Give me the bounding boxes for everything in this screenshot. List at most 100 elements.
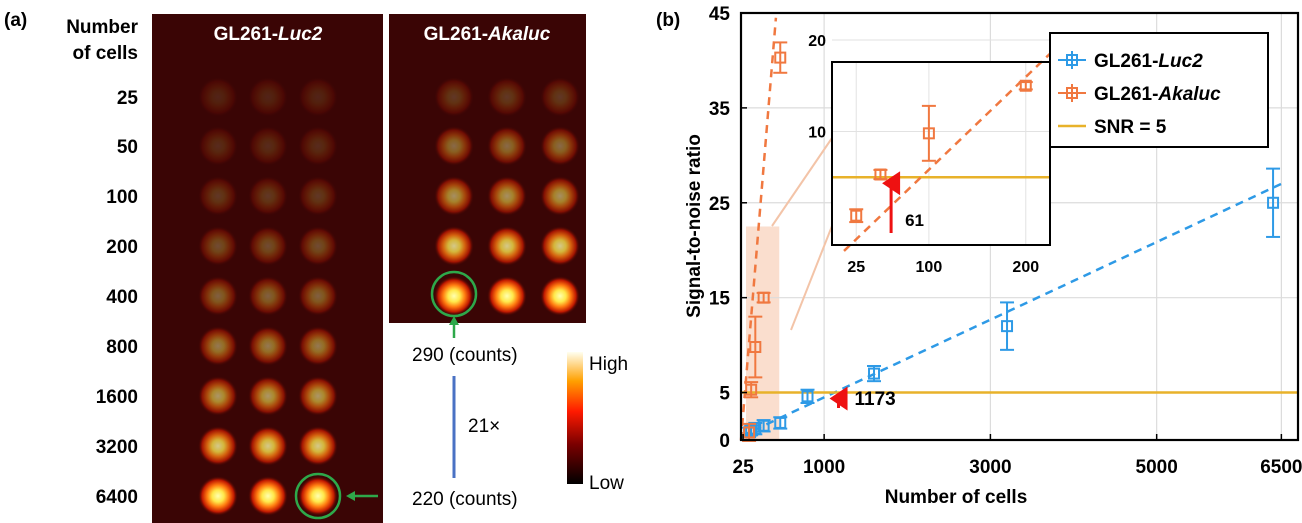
akaluc-spot bbox=[540, 77, 580, 117]
highlight-region bbox=[746, 226, 780, 440]
akaluc-spot bbox=[434, 226, 474, 266]
panel-a: (a) Number of cells 25 50 100 200 400 800 1600… bbox=[4, 10, 628, 523]
luc2-point-marker bbox=[1001, 320, 1014, 333]
luc2-spot bbox=[198, 226, 238, 266]
y-tick-label: 0 bbox=[719, 431, 730, 452]
akaluc-spot bbox=[540, 276, 580, 316]
inset-x-tick-label: 25 bbox=[847, 259, 865, 276]
luc2-spot bbox=[248, 476, 288, 516]
luc2-spot bbox=[248, 326, 288, 366]
luc2-point-marker bbox=[801, 390, 814, 403]
luc2-spot bbox=[248, 77, 288, 117]
luc2-point-marker bbox=[1267, 196, 1280, 209]
inset-background bbox=[832, 62, 1050, 245]
luc2-spot bbox=[198, 476, 238, 516]
akaluc-fit-line bbox=[739, 17, 778, 441]
y-tick-label: 25 bbox=[709, 194, 731, 215]
legend-marker bbox=[1066, 54, 1078, 66]
axis-ticks: 25 1000 3000 5000 6500 0 5 15 25 35 45 bbox=[709, 4, 1302, 478]
luc2-highlight-circle bbox=[294, 472, 342, 520]
inset-detection-limit-label: 61 bbox=[905, 211, 924, 230]
luc2-pointer-arrowhead bbox=[346, 491, 355, 501]
akaluc-spot bbox=[434, 176, 474, 216]
y-tick-label: 45 bbox=[709, 4, 731, 25]
panel-b-label: (b) bbox=[656, 10, 680, 31]
akaluc-point-marker bbox=[743, 426, 756, 439]
luc2-title: GL261-Luc2 bbox=[214, 24, 323, 45]
detection-limit-label: 1173 bbox=[855, 389, 896, 410]
akaluc-spot bbox=[540, 126, 580, 166]
luc2-spot bbox=[298, 176, 338, 216]
akaluc-point-marker bbox=[757, 291, 770, 304]
akaluc-pointer-arrowhead bbox=[449, 316, 459, 325]
luc2-spot bbox=[198, 426, 238, 466]
ratio-label: 21× bbox=[468, 416, 500, 437]
akaluc-spot bbox=[487, 77, 527, 117]
luc2-spot bbox=[198, 176, 238, 216]
inset-fit-line bbox=[843, 52, 1051, 252]
legend-box bbox=[1049, 32, 1269, 148]
akaluc-point-marker bbox=[745, 383, 758, 396]
luc2-spot bbox=[298, 226, 338, 266]
zoom-connector-top bbox=[771, 137, 833, 227]
luc2-point-marker bbox=[868, 367, 881, 380]
inset-frame bbox=[831, 61, 1051, 246]
x-tick-label: 5000 bbox=[1136, 457, 1178, 478]
luc2-spot bbox=[298, 476, 338, 516]
akaluc-spot bbox=[540, 176, 580, 216]
legend: GL261-Luc2 GL261-Akaluc SNR = 5 bbox=[1049, 32, 1269, 148]
akaluc-spot bbox=[487, 176, 527, 216]
zoom-connector-bottom bbox=[790, 225, 833, 331]
akaluc-spots bbox=[434, 77, 580, 316]
akaluc-spot bbox=[434, 77, 474, 117]
x-tick-label: 3000 bbox=[969, 457, 1011, 478]
luc2-spot bbox=[298, 77, 338, 117]
luc2-spot bbox=[298, 276, 338, 316]
luc2-spot bbox=[248, 226, 288, 266]
x-axis-label: Number of cells bbox=[885, 487, 1028, 508]
row-header-line1: Number bbox=[66, 17, 138, 38]
row-labels: 25 50 100 200 400 800 1600 3200 6400 bbox=[96, 88, 139, 508]
inset-x-tick-label: 100 bbox=[916, 259, 943, 276]
akaluc-spot bbox=[487, 226, 527, 266]
plot-frame bbox=[739, 11, 1300, 442]
row-label: 1600 bbox=[96, 387, 138, 408]
luc2-spot bbox=[298, 376, 338, 416]
luc2-spots bbox=[198, 77, 338, 516]
akaluc-point-marker bbox=[749, 341, 762, 354]
akaluc-spot bbox=[434, 126, 474, 166]
colorbar-low-label: Low bbox=[589, 473, 624, 494]
data-points bbox=[742, 41, 1281, 442]
luc2-spot bbox=[248, 176, 288, 216]
x-tick-label: 25 bbox=[733, 457, 755, 478]
panel-b: (b) 1173 25 1000 3000 5000 6500 0 5 15 25 35 45 Nu… bbox=[656, 4, 1302, 508]
y-tick-label: 15 bbox=[709, 289, 731, 310]
luc2-spot bbox=[198, 376, 238, 416]
inset-point-marker bbox=[1019, 79, 1032, 92]
legend-entry: GL261-Akaluc bbox=[1094, 84, 1221, 105]
row-label: 400 bbox=[106, 287, 138, 308]
row-label: 25 bbox=[117, 88, 139, 109]
x-tick-label: 1000 bbox=[803, 457, 845, 478]
inset-point-marker bbox=[850, 209, 863, 222]
luc2-spot bbox=[198, 126, 238, 166]
akaluc-spot bbox=[434, 276, 474, 316]
akaluc-spot bbox=[487, 276, 527, 316]
bottom-counts-label: 220 (counts) bbox=[412, 489, 518, 510]
inset-y-tick-label: 10 bbox=[808, 125, 826, 142]
akaluc-spot bbox=[487, 126, 527, 166]
row-header-line2: of cells bbox=[73, 43, 138, 64]
inset-point-marker bbox=[922, 127, 935, 140]
akaluc-image bbox=[389, 14, 586, 323]
panel-a-label: (a) bbox=[4, 10, 27, 31]
row-label: 100 bbox=[106, 187, 138, 208]
luc2-spot bbox=[248, 376, 288, 416]
akaluc-title: GL261-Akaluc bbox=[424, 24, 551, 45]
legend-entry: GL261-Luc2 bbox=[1094, 51, 1203, 72]
row-label: 50 bbox=[117, 137, 138, 158]
luc2-spot bbox=[248, 276, 288, 316]
luc2-point-marker bbox=[774, 416, 787, 429]
akaluc-spot bbox=[540, 226, 580, 266]
luc2-spot bbox=[298, 426, 338, 466]
